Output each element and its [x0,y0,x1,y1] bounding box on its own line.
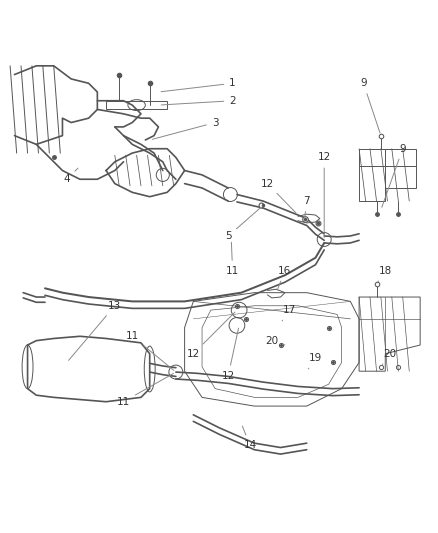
Text: 1: 1 [161,78,235,92]
Text: 9: 9 [381,144,405,207]
Text: 5: 5 [224,207,261,241]
Text: 9: 9 [359,78,379,133]
Text: 11: 11 [125,332,173,370]
Text: 20: 20 [265,336,284,346]
Text: 2: 2 [161,96,235,106]
Text: 12: 12 [260,179,295,213]
Text: 20: 20 [381,349,395,365]
Text: 14: 14 [242,426,256,450]
Text: 16: 16 [277,266,291,290]
Text: 11: 11 [226,242,239,276]
Text: 17: 17 [282,305,295,321]
Text: 12: 12 [186,312,234,359]
Text: 12: 12 [317,152,330,238]
Text: 3: 3 [152,118,218,139]
Text: 13: 13 [68,301,121,360]
Text: 19: 19 [307,353,321,369]
Text: 12: 12 [221,328,238,381]
Text: 11: 11 [117,374,173,407]
Text: 7: 7 [303,196,309,216]
Text: 18: 18 [377,266,391,281]
Text: 4: 4 [64,168,78,184]
